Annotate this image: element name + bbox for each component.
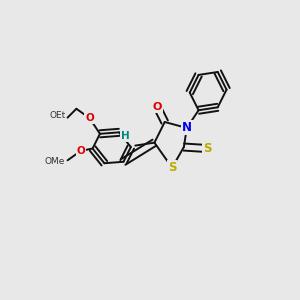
Text: OEt: OEt bbox=[49, 111, 65, 120]
Text: O: O bbox=[153, 102, 162, 112]
Text: S: S bbox=[203, 142, 212, 155]
Text: O: O bbox=[76, 146, 85, 156]
Text: OMe: OMe bbox=[44, 157, 64, 166]
Text: S: S bbox=[168, 161, 176, 174]
Text: O: O bbox=[85, 113, 94, 123]
Text: H: H bbox=[121, 131, 129, 141]
Text: N: N bbox=[182, 122, 192, 134]
